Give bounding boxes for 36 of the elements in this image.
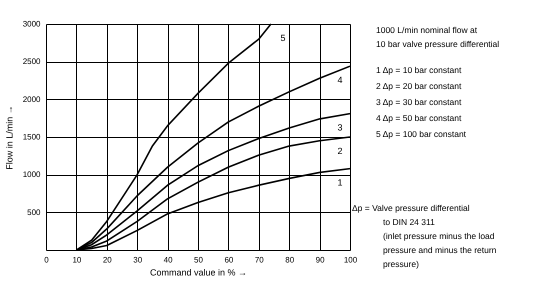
text: 2 Δp = 20 bar constant — [376, 81, 462, 91]
x-axis-title: Command value in % → — [150, 268, 248, 278]
text: 1 Δp = 10 bar constant — [376, 65, 462, 75]
x-tick-label: 60 — [224, 256, 234, 264]
y-tick-label: 1000 — [22, 170, 42, 180]
x-tick-label: 30 — [133, 256, 143, 264]
text: 3 Δp = 30 bar constant — [376, 97, 462, 107]
x-tick-label: 100 — [344, 256, 358, 264]
text: 4 Δp = 50 bar constant — [376, 113, 462, 123]
series-label: 2 — [337, 146, 343, 156]
y-tick-label: 2500 — [22, 57, 42, 66]
y-tick-label: 3000 — [22, 20, 42, 28]
x-tick-label: 10 — [72, 256, 82, 264]
text: 10 bar valve pressure differential — [376, 39, 500, 49]
text: (inlet pressure minus the load — [383, 231, 495, 241]
text: pressure) — [383, 259, 420, 269]
text: pressure and minus the return — [383, 245, 497, 255]
x-tick-label: 90 — [316, 256, 326, 264]
text: to DIN 24 311 — [383, 217, 436, 227]
series-label: 5 — [280, 33, 286, 43]
y-axis-title: Flow in L/min → — [4, 105, 15, 170]
x-tick-label: 20 — [102, 256, 112, 264]
text: 5 Δp = 100 bar constant — [376, 129, 467, 139]
y-tick-label: 1500 — [22, 132, 42, 142]
x-tick-label: 80 — [285, 256, 295, 264]
series-label: 3 — [337, 122, 343, 133]
series-label: 1 — [337, 178, 343, 188]
y-tick-label: 2000 — [22, 94, 42, 104]
x-tick-label: 70 — [254, 256, 264, 264]
x-tick-label: 50 — [194, 256, 204, 264]
y-tick-label: 500 — [27, 208, 42, 217]
text: Δp = Valve pressure differential — [352, 203, 470, 213]
x-tick-label: 0 — [44, 256, 50, 264]
series-label: 4 — [337, 75, 343, 86]
x-tick-label: 40 — [164, 256, 174, 264]
text: 1000 L/min nominal flow at — [376, 25, 478, 35]
